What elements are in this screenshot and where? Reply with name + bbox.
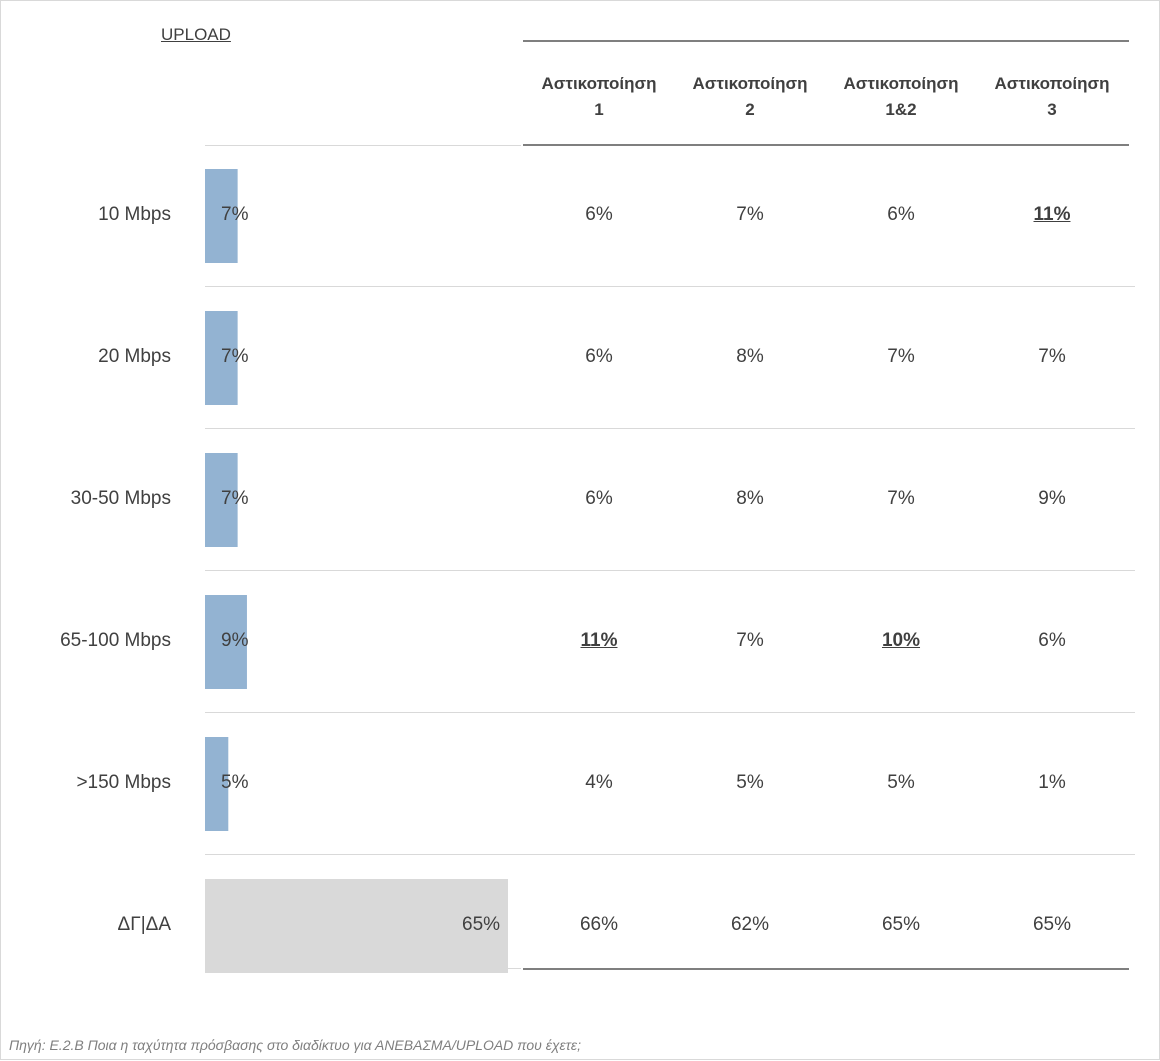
table-cell: 4% (585, 772, 613, 793)
row-label: 65-100 Mbps (60, 630, 171, 651)
table-cell: 8% (736, 488, 764, 509)
header-top-rule (523, 40, 1129, 42)
table-cell: 6% (585, 204, 613, 225)
header-left-rule (205, 145, 521, 146)
table-cell: 1% (1038, 772, 1066, 793)
table-cell: 7% (887, 346, 915, 367)
row-separator (205, 570, 1135, 571)
table-cell: 6% (585, 346, 613, 367)
table-cell: 66% (579, 914, 619, 935)
column-header-4-line-2: 3 (1047, 100, 1057, 119)
table-cell: 7% (736, 630, 764, 651)
column-header-1-line-1: Αστικοποίηση (541, 74, 657, 93)
table-cell: 7% (887, 488, 915, 509)
bar-value-label: 65% (462, 914, 501, 935)
row-label: 20 Mbps (98, 346, 171, 367)
table-cell: 11% (1033, 204, 1071, 225)
column-header-4: Αστικοποίηση 3 (977, 71, 1127, 123)
table-cell: 65% (1032, 914, 1072, 935)
bar-value-label: 7% (221, 204, 249, 225)
table-cell: 7% (736, 204, 764, 225)
column-header-2-line-2: 2 (745, 100, 755, 119)
bar-dk-na (205, 879, 508, 973)
row-label: 10 Mbps (98, 204, 171, 225)
table-cell: 62% (730, 914, 770, 935)
column-header-2: Αστικοποίηση 2 (675, 71, 825, 123)
table-cell: 10% (881, 630, 921, 651)
column-header-4-line-1: Αστικοποίηση (994, 74, 1110, 93)
bar (205, 595, 247, 689)
bar (205, 737, 229, 831)
row-label: ΔΓ|ΔΑ (117, 914, 171, 935)
column-header-3-line-2: 1&2 (885, 100, 917, 119)
source-footnote: Πηγή: Ε.2.Β Ποια η ταχύτητα πρόσβασης στ… (9, 1037, 581, 1053)
bar (205, 311, 238, 405)
row-label: >150 Mbps (76, 772, 171, 793)
bar-value-label: 5% (221, 772, 249, 793)
table-cell: 6% (1038, 630, 1066, 651)
row-separator (205, 428, 1135, 429)
row-separator (205, 854, 1135, 855)
bar-value-label: 7% (221, 346, 249, 367)
bar (205, 169, 238, 263)
table-cell: 65% (881, 914, 921, 935)
column-header-1-line-2: 1 (594, 100, 604, 119)
table-cell: 7% (1038, 346, 1066, 367)
chart-title: UPLOAD (161, 25, 231, 44)
bar-value-label: 7% (221, 488, 249, 509)
row-separator (205, 712, 1135, 713)
row-separator (205, 286, 1135, 287)
header-bottom-rule (523, 144, 1129, 146)
column-header-3: Αστικοποίηση 1&2 (826, 71, 976, 123)
table-cell: 5% (736, 772, 764, 793)
table-bottom-rule (523, 968, 1129, 970)
table-cell: 6% (585, 488, 613, 509)
bar-value-label: 9% (221, 630, 249, 651)
table-bottom-left-rule (205, 968, 521, 969)
bar (205, 453, 238, 547)
column-header-3-line-1: Αστικοποίηση (843, 74, 959, 93)
column-header-1: Αστικοποίηση 1 (524, 71, 674, 123)
table-cell: 6% (887, 204, 915, 225)
table-cell: 5% (887, 772, 915, 793)
row-label: 30-50 Mbps (70, 488, 171, 509)
table-cell: 11% (580, 630, 618, 651)
table-cell: 9% (1038, 488, 1066, 509)
table-cell: 8% (736, 346, 764, 367)
column-header-2-line-1: Αστικοποίηση (692, 74, 808, 93)
